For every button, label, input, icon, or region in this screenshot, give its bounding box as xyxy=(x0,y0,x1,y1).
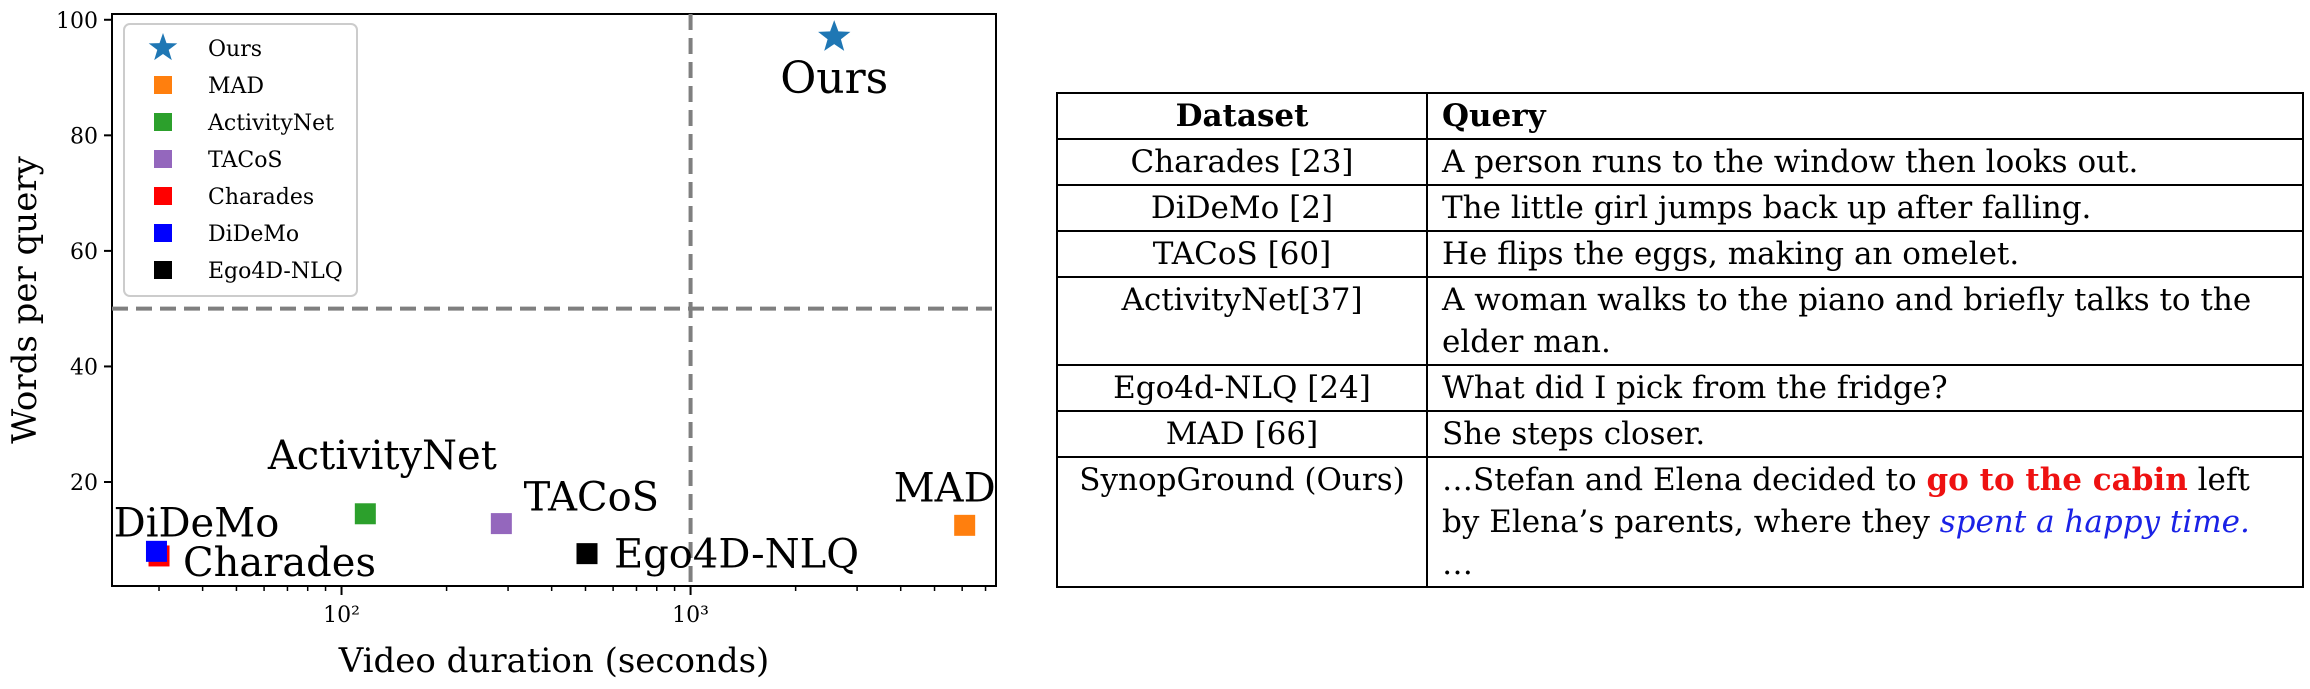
y-tick-label: 20 xyxy=(70,471,98,496)
dataset-cell: MAD [66] xyxy=(1056,410,1428,458)
query-examples-table: Dataset Query Charades [23] A person run… xyxy=(1056,92,2304,588)
data-point-square xyxy=(954,514,976,536)
legend-marker-square xyxy=(154,150,172,168)
data-point-square xyxy=(576,543,598,565)
query-cell: He flips the eggs, making an omelet. xyxy=(1426,230,2304,278)
x-axis-label: Video duration (seconds) xyxy=(338,641,770,681)
point-labels: OursMADActivityNetTACoSCharadesDiDeMoEgo… xyxy=(114,53,996,586)
legend-marker-square xyxy=(154,261,172,279)
dataset-cell: TACoS [60] xyxy=(1056,230,1428,278)
query-highlight-blue: spent a happy time. xyxy=(1939,504,2250,540)
y-tick-label: 60 xyxy=(70,240,98,265)
query-cell: A person runs to the window then looks o… xyxy=(1426,138,2304,186)
legend-marker-star xyxy=(148,33,178,61)
dataset-cell: Ego4d-NLQ [24] xyxy=(1056,364,1428,412)
query-highlight-red: go to the cabin xyxy=(1926,462,2188,498)
legend-items: Ours MAD ActivityNet TACoS Charades DiDeMo Ego… xyxy=(148,33,343,284)
table-row: DiDeMo [2] The little girl jumps back up… xyxy=(1056,184,2304,232)
point-label: TACoS xyxy=(524,475,659,521)
data-point-star xyxy=(818,20,851,51)
legend-label: Ours xyxy=(208,37,262,62)
data-points xyxy=(145,20,976,567)
data-point-square xyxy=(354,503,376,525)
y-axis-ticks: 20 40 60 80 100 xyxy=(56,9,112,496)
legend-marker-square xyxy=(154,113,172,131)
point-label: Charades xyxy=(183,540,376,586)
table-row: SynopGround (Ours) …Stefan and Elena dec… xyxy=(1056,456,2304,588)
dataset-cell: DiDeMo [2] xyxy=(1056,184,1428,232)
legend-label: Ego4D-NLQ xyxy=(208,259,343,284)
query-cell: The little girl jumps back up after fall… xyxy=(1426,184,2304,232)
legend-label: ActivityNet xyxy=(207,111,334,136)
y-axis-label: Words per query xyxy=(5,155,45,443)
y-tick-label: 40 xyxy=(70,355,98,380)
legend: Ours MAD ActivityNet TACoS Charades DiDeMo Ego… xyxy=(123,23,358,297)
point-label: Ours xyxy=(780,53,888,104)
x-axis-ticks: 10² 10³ xyxy=(158,586,987,628)
x-tick-label: 10² xyxy=(323,603,360,628)
header-dataset: Dataset xyxy=(1056,92,1428,140)
data-point-square xyxy=(490,513,512,535)
table-row: MAD [66] She steps closer. xyxy=(1056,410,2304,458)
data-point-square xyxy=(145,540,167,562)
point-label: ActivityNet xyxy=(267,433,497,479)
table-row: Charades [23] A person runs to the windo… xyxy=(1056,138,2304,186)
legend-label: MAD xyxy=(208,74,264,99)
query-cell: She steps closer. xyxy=(1426,410,2304,458)
table-row: ActivityNet[37] A woman walks to the pia… xyxy=(1056,276,2304,366)
legend-label: DiDeMo xyxy=(208,222,299,247)
point-label: MAD xyxy=(894,465,996,511)
dataset-cell: ActivityNet[37] xyxy=(1056,276,1428,366)
header-query: Query xyxy=(1426,92,2304,140)
table-row: TACoS [60] He flips the eggs, making an … xyxy=(1056,230,2304,278)
table-header-row: Dataset Query xyxy=(1056,92,2304,140)
y-tick-label: 80 xyxy=(70,124,98,149)
legend-marker-square xyxy=(154,187,172,205)
query-text: … xyxy=(1442,546,1473,582)
point-label: DiDeMo xyxy=(114,500,280,546)
x-tick-label: 10³ xyxy=(672,603,709,628)
point-label: Ego4D-NLQ xyxy=(614,532,859,578)
dataset-cell: Charades [23] xyxy=(1056,138,1428,186)
legend-marker-square xyxy=(154,224,172,242)
plot-area xyxy=(111,13,997,587)
query-text: …Stefan and Elena decided to xyxy=(1442,462,1927,498)
legend-marker-square xyxy=(154,76,172,94)
query-cell: …Stefan and Elena decided to go to the c… xyxy=(1426,456,2304,588)
query-cell: What did I pick from the fridge? xyxy=(1426,364,2304,412)
query-text: left by Elena’s parents, where they xyxy=(1442,462,2250,540)
legend-box xyxy=(123,23,358,297)
dataset-cell: SynopGround (Ours) xyxy=(1056,456,1428,588)
legend-label: TACoS xyxy=(208,148,283,173)
y-tick-label: 100 xyxy=(56,9,98,34)
legend-label: Charades xyxy=(208,185,314,210)
query-cell: A woman walks to the piano and briefly t… xyxy=(1426,276,2304,366)
table-row: Ego4d-NLQ [24] What did I pick from the … xyxy=(1056,364,2304,412)
